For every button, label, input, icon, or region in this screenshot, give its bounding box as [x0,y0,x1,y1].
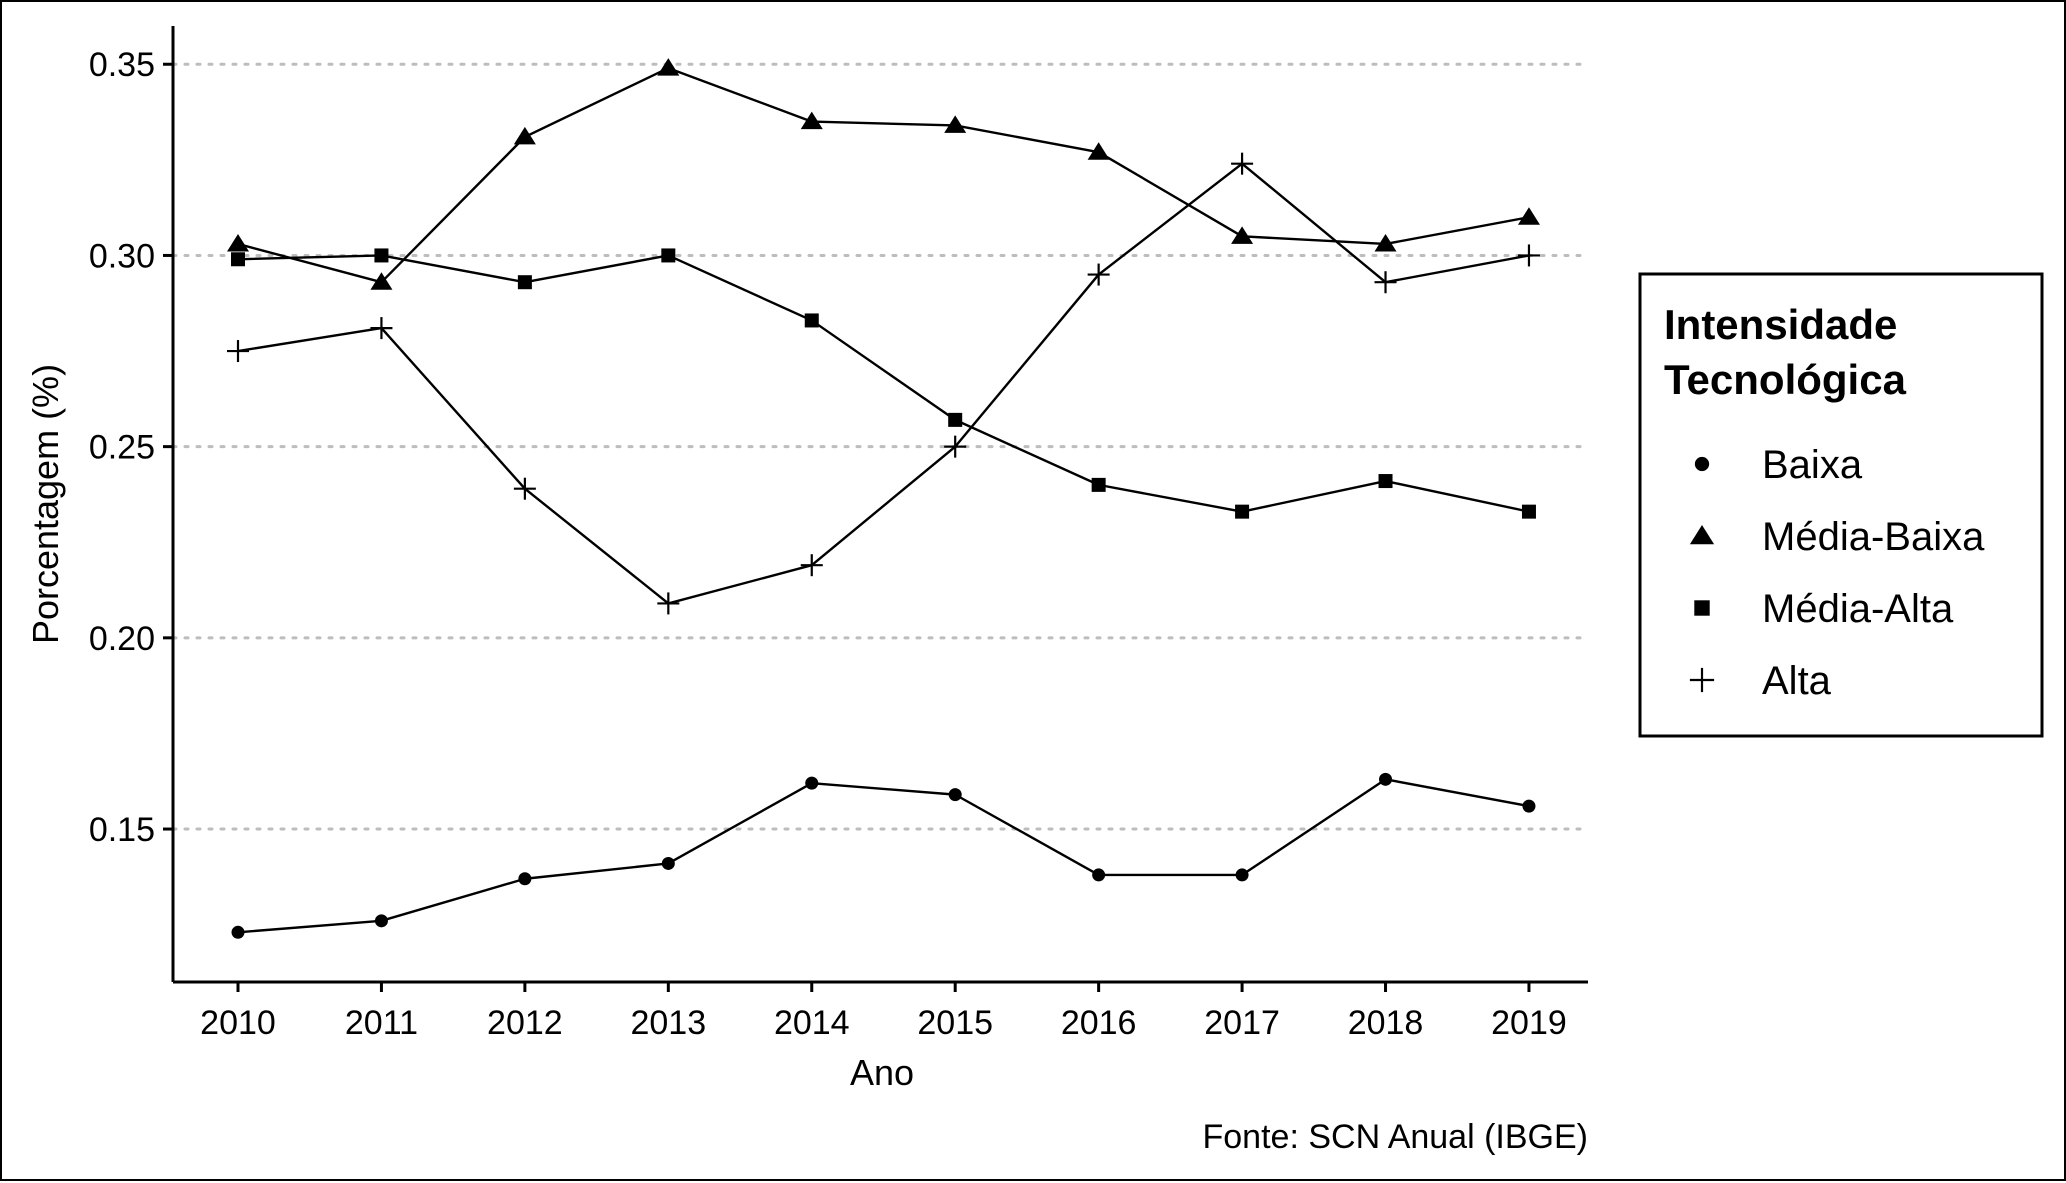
y-axis-title: Porcentagem (%) [25,364,66,644]
x-tick-label-2014: 2014 [774,1004,850,1042]
point-alta-2014 [800,554,823,577]
point-baixa-2018 [1379,772,1393,786]
x-tick-label-2010: 2010 [200,1004,276,1042]
point-baixa-2017 [1235,868,1249,882]
series-line-baixa [237,778,1530,934]
point-alta-2017 [1231,152,1254,175]
axes [171,26,1588,984]
point-media-alta-2016 [1091,477,1106,492]
point-baixa-2010 [231,925,245,939]
series-lines [227,58,1540,939]
point-alta-2016 [1087,263,1110,286]
y-tick-label-0.30: 0.30 [89,237,155,275]
point-media-baixa-2016 [1087,142,1110,160]
x-tick-label-2018: 2018 [1348,1004,1424,1042]
x-tick-label-2011: 2011 [345,1004,418,1042]
point-media-alta-2010 [231,252,245,267]
y-tick-label-0.15: 0.15 [89,811,155,849]
legend-box [1638,272,2044,738]
point-alta-2011 [370,317,393,340]
point-baixa-2015 [948,788,962,802]
x-tick-label-2016: 2016 [1061,1004,1137,1042]
point-media-baixa-2013 [657,58,680,76]
point-alta-2010 [227,340,249,363]
point-baixa-2011 [374,914,388,928]
legend-item-media-alta: Média-Alta [1694,587,1954,631]
point-media-alta-2015 [948,412,963,427]
point-media-alta-2013 [661,248,676,263]
point-media-alta-2019 [1521,504,1536,519]
x-tick-label-2019: 2019 [1491,1004,1567,1042]
source-caption: Fonte: SCN Anual (IBGE) [1203,1118,1589,1156]
legend-symbol-baixa [1694,456,1710,472]
point-media-baixa-2018 [1374,233,1397,252]
legend-title-line-2: Tecnológica [1664,356,1907,403]
point-media-baixa-2015 [944,115,967,133]
series-alta [227,152,1540,615]
point-baixa-2013 [661,856,675,870]
point-alta-2019 [1517,244,1540,267]
legend-item-alta: Alta [1689,659,1832,703]
point-alta-2012 [513,477,536,500]
x-tick-label-2015: 2015 [917,1004,993,1042]
point-media-alta-2018 [1378,474,1393,489]
legend-symbol-media-baixa [1689,525,1715,545]
series-line-media-baixa [237,66,1530,284]
legend-title-line-1: Intensidade [1664,301,1897,348]
x-axis-title: Ano [850,1052,914,1093]
x-tick-label-2012: 2012 [487,1004,563,1042]
point-media-baixa-2014 [800,111,823,130]
point-media-alta-2014 [804,313,819,328]
point-media-alta-2012 [517,275,532,290]
point-media-alta-2017 [1235,504,1250,519]
legend-label-media-baixa: Média-Baixa [1762,515,1985,559]
legend-symbol-media-alta [1694,600,1710,616]
point-alta-2018 [1374,271,1397,294]
legend: Intensidade Tecnológica Baixa Média-Baixa… [1638,272,2044,738]
gridlines [171,62,1590,831]
y-tick-label-0.25: 0.25 [89,429,155,467]
point-media-baixa-2019 [1517,207,1540,225]
point-media-baixa-2012 [513,126,536,145]
legend-item-baixa: Baixa [1694,443,1863,487]
x-ticks: 2010 2011 2012 2013 2014 2015 2016 2017 2018 2019 [200,982,1567,1042]
x-tick-label-2017: 2017 [1204,1004,1280,1042]
legend-item-media-baixa: Média-Baixa [1689,515,1985,559]
series-line-alta [237,162,1530,605]
legend-label-baixa: Baixa [1762,443,1863,487]
point-alta-2013 [657,592,680,615]
series-media-baixa [227,58,1540,290]
legend-symbol-alta [1689,667,1715,693]
point-media-baixa-2011 [370,272,393,290]
legend-label-media-alta: Média-Alta [1762,587,1954,631]
point-baixa-2014 [805,776,819,790]
y-ticks: 0.15 0.20 0.25 0.30 0.35 [89,46,173,849]
series-line-media-alta [237,254,1530,513]
x-tick-label-2013: 2013 [630,1004,706,1042]
point-baixa-2012 [518,872,532,886]
series-media-alta [231,248,1536,519]
point-media-alta-2011 [374,248,389,263]
y-tick-label-0.35: 0.35 [89,46,155,84]
point-baixa-2016 [1092,868,1106,882]
point-alta-2015 [944,435,967,458]
legend-label-alta: Alta [1762,659,1832,703]
series-baixa [231,772,1536,939]
point-media-baixa-2010 [227,233,249,252]
y-tick-label-0.20: 0.20 [89,620,155,658]
point-baixa-2019 [1522,799,1536,813]
legend-items: Baixa Média-Baixa Média-Alta Alta [1689,443,1985,703]
point-media-baixa-2017 [1231,226,1254,244]
